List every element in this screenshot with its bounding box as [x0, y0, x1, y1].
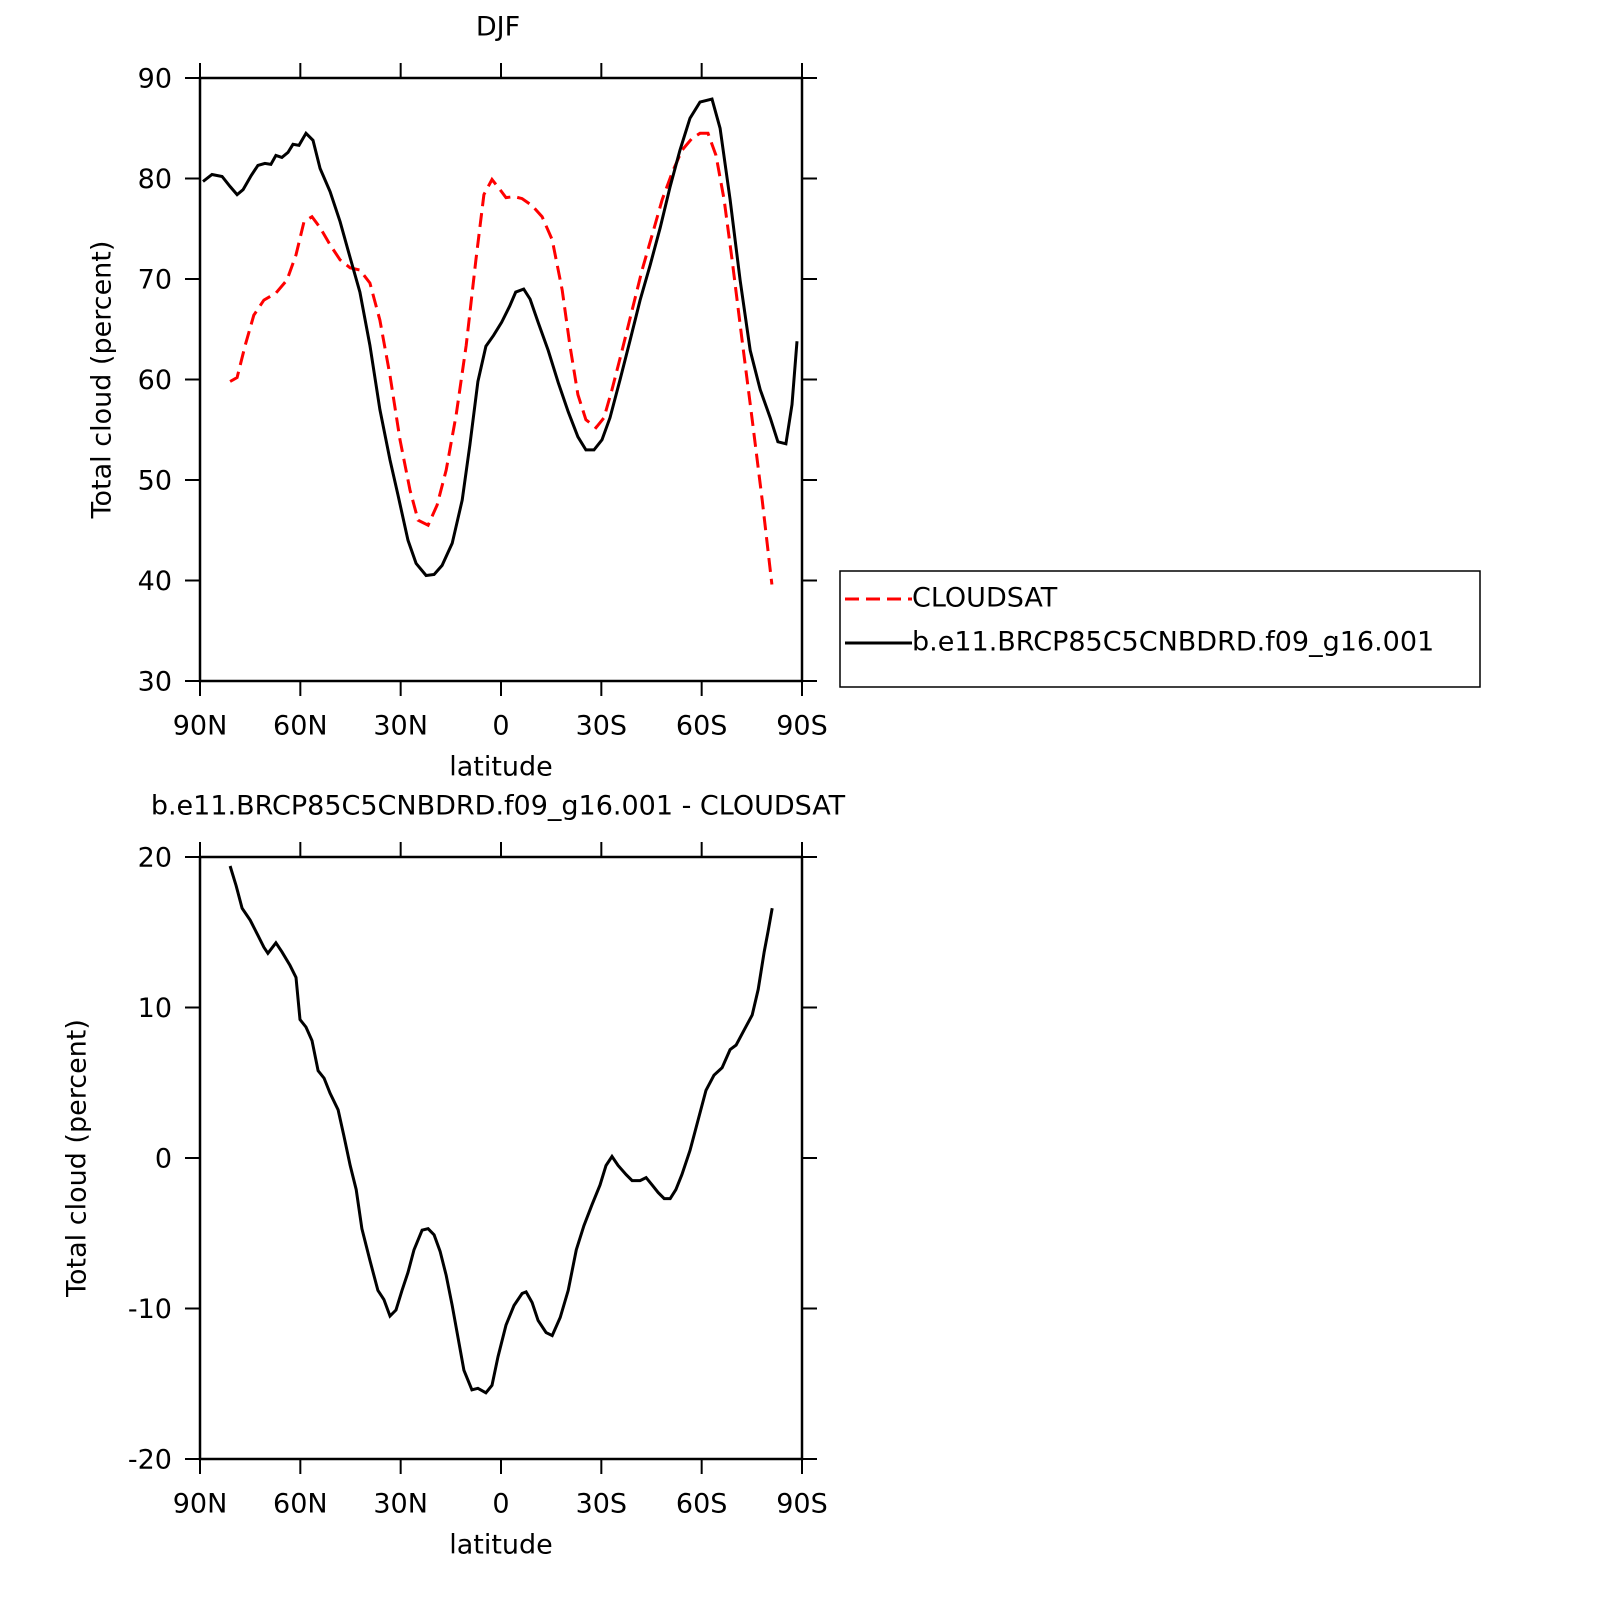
x-tick-label: 30S: [576, 1489, 628, 1520]
x-axis-label: latitude: [449, 752, 553, 783]
y-axis-label: Total cloud (percent): [62, 1019, 93, 1298]
y-tick-label: -10: [128, 1294, 172, 1325]
y-tick-label: 20: [138, 843, 172, 874]
x-tick-label: 0: [492, 711, 509, 742]
y-tick-label: 60: [138, 365, 172, 396]
legend-box: [839, 570, 1481, 688]
chart-title: b.e11.BRCP85C5CNBDRD.f09_g16.001 - CLOUD…: [151, 791, 846, 822]
x-tick-label: 30S: [576, 711, 628, 742]
x-tick-label: 90S: [776, 711, 828, 742]
x-tick-label: 30N: [373, 1489, 428, 1520]
y-tick-label: 10: [138, 993, 172, 1024]
series-line: [202, 97, 799, 578]
legend-label: CLOUDSAT: [912, 583, 1058, 614]
x-tick-label: 0: [492, 1489, 509, 1520]
chart-title: DJF: [476, 12, 520, 43]
y-tick-label: 40: [138, 566, 172, 597]
plot-frame: [198, 76, 804, 683]
plot-frame: [198, 855, 804, 1461]
legend-label: b.e11.BRCP85C5CNBDRD.f09_g16.001: [912, 627, 1434, 658]
x-tick-label: 60S: [676, 1489, 728, 1520]
series-line: [228, 865, 774, 1395]
x-tick-label: 90N: [173, 1489, 228, 1520]
y-tick-label: 90: [138, 64, 172, 95]
x-tick-label: 60N: [273, 711, 328, 742]
y-tick-label: 50: [138, 466, 172, 497]
x-tick-label: 90S: [776, 1489, 828, 1520]
x-tick-label: 90N: [173, 711, 228, 742]
x-tick-label: 60N: [273, 1489, 328, 1520]
y-tick-label: 0: [155, 1144, 172, 1175]
y-tick-label: 70: [138, 265, 172, 296]
y-tick-label: 30: [138, 667, 172, 698]
y-axis-label: Total cloud (percent): [87, 241, 118, 520]
x-tick-label: 60S: [676, 711, 728, 742]
x-tick-label: 30N: [373, 711, 428, 742]
x-axis-label: latitude: [449, 1530, 553, 1561]
series-line: [229, 131, 774, 585]
y-tick-label: 80: [138, 164, 172, 195]
y-tick-label: -20: [128, 1445, 172, 1476]
